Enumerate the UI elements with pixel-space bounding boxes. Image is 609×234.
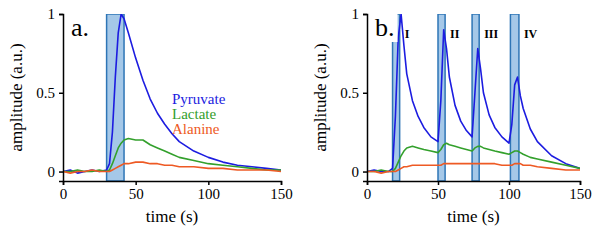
x-axis: 0 50 100 150 [60, 181, 293, 202]
band [472, 14, 479, 181]
panel-label-box [372, 13, 398, 42]
panel: 05010015000.51time (s)amplitude (a.u.)a.… [7, 6, 293, 226]
tick-mark [363, 14, 367, 16]
tick: 150 [270, 181, 293, 202]
tick: 150 [569, 181, 592, 202]
y-axis: 00.51 [340, 6, 367, 181]
tick: 0 [352, 164, 368, 180]
plot-area [63, 14, 281, 181]
series-line [63, 162, 281, 173]
tick-label: 0.5 [36, 85, 55, 101]
tick-mark [281, 181, 283, 185]
tick-label: 50 [431, 186, 446, 202]
x-axis-title: time (s) [146, 207, 198, 226]
band-label: I [405, 27, 410, 41]
tick-mark [59, 171, 63, 173]
tick: 0 [60, 181, 68, 202]
tick-mark [363, 171, 367, 173]
tick: 1 [48, 6, 64, 22]
tick-mark [59, 93, 63, 95]
legend-entry: Alanine [172, 121, 220, 137]
y-axis-title: amplitude (a.u.) [311, 43, 330, 151]
tick-mark [580, 181, 582, 185]
tick: 50 [129, 181, 144, 202]
tick-mark [363, 93, 367, 95]
axis-line [363, 15, 368, 182]
series-line [63, 14, 281, 173]
band-label: III [484, 27, 498, 41]
series-line [367, 164, 580, 173]
x-axis: 0 50 100 150 [364, 181, 592, 202]
tick-label: 1 [352, 6, 360, 22]
legend: PyruvateLactateAlanine [172, 91, 226, 137]
tick-mark [59, 14, 63, 16]
figure: 05010015000.51time (s)amplitude (a.u.)a.… [0, 0, 609, 234]
tick: 0 [364, 181, 372, 202]
tick: 0 [48, 164, 64, 180]
axis-line [64, 182, 282, 186]
tick-label: 0 [352, 164, 360, 180]
tick-mark [509, 181, 511, 185]
tick-label: 100 [198, 186, 221, 202]
tick-label: 0 [60, 186, 68, 202]
tick: 1 [352, 6, 368, 22]
tick-label: 1 [48, 6, 56, 22]
series-line [367, 14, 580, 172]
x-axis-title: time (s) [447, 207, 499, 226]
band [510, 14, 519, 181]
tick: 0.5 [340, 85, 367, 101]
y-axis-title: amplitude (a.u.) [7, 43, 26, 151]
axis-line [59, 15, 64, 182]
band-label: IV [524, 27, 538, 41]
plot-area [367, 14, 580, 181]
tick: 100 [498, 181, 521, 202]
tick-label: 100 [498, 186, 521, 202]
tick-label: 0.5 [340, 85, 359, 101]
series-line [63, 138, 281, 171]
panel: 05010015000.51time (s)amplitude (a.u.)b.… [311, 6, 592, 226]
tick-mark [438, 181, 440, 185]
panel-label: b. [375, 13, 395, 42]
legend-entry: Pyruvate [172, 91, 226, 107]
axis-line [368, 182, 581, 186]
y-axis: 00.51 [36, 6, 63, 181]
tick-mark [135, 181, 137, 185]
tick: 100 [198, 181, 221, 202]
band-label: II [450, 27, 460, 41]
tick-label: 0 [48, 164, 56, 180]
legend-entry: Lactate [172, 106, 216, 122]
tick-label: 0 [364, 186, 372, 202]
tick-label: 50 [129, 186, 144, 202]
tick-mark [208, 181, 210, 185]
tick-label: 150 [569, 186, 592, 202]
panel-label-box [68, 13, 92, 42]
tick: 0.5 [36, 85, 63, 101]
tick-label: 150 [270, 186, 293, 202]
tick: 50 [431, 181, 446, 202]
panel-label: a. [71, 13, 89, 42]
